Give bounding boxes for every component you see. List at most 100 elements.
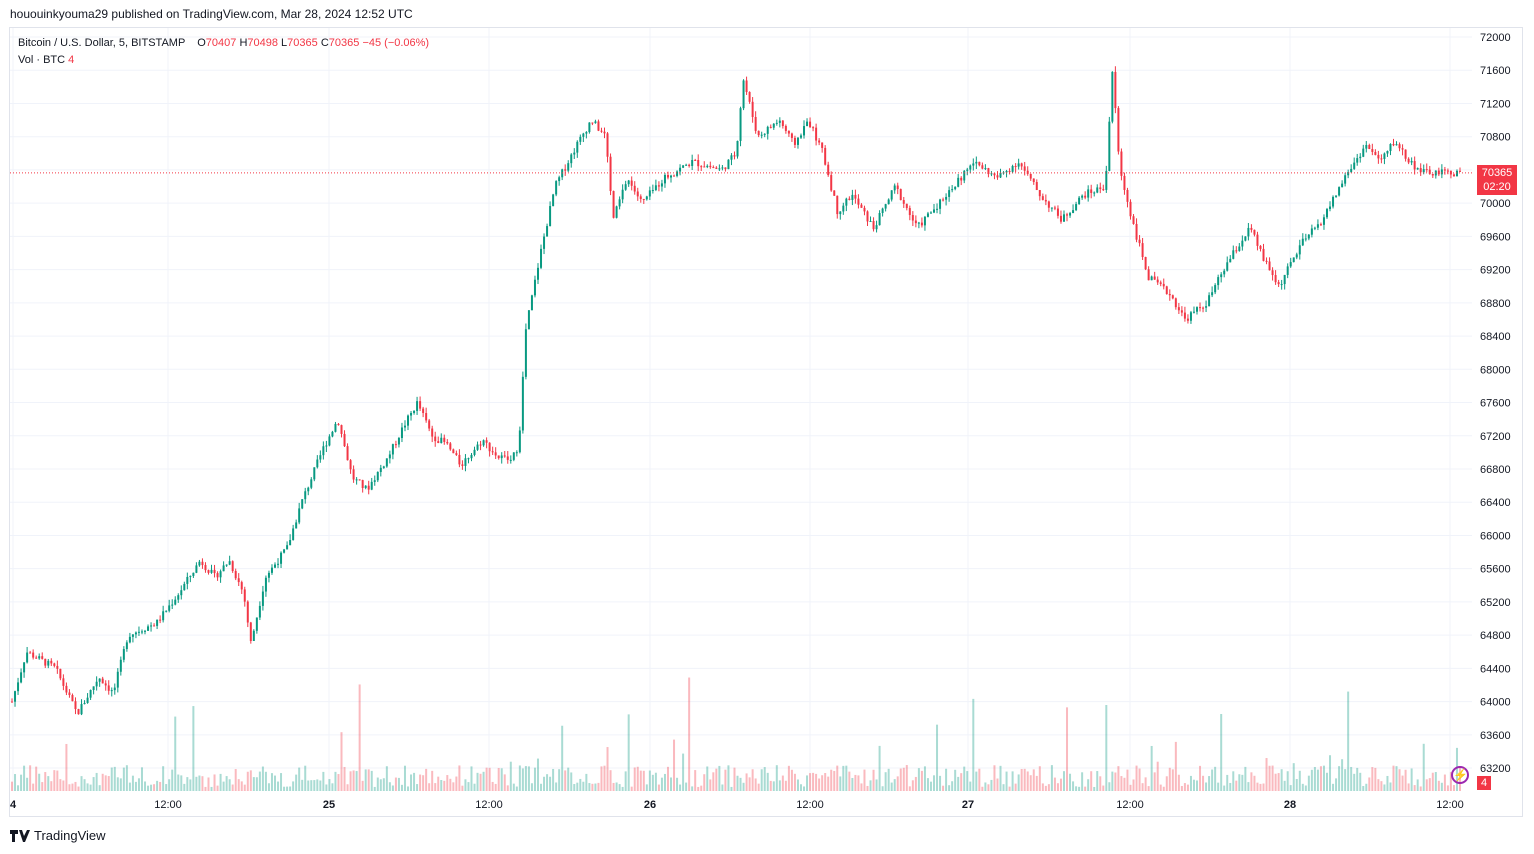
volume-bar [379, 779, 382, 791]
volume-bar [926, 778, 929, 791]
candle-body [449, 443, 452, 450]
volume-bar [691, 786, 694, 791]
candle-body [1459, 170, 1461, 172]
candle-body [68, 692, 71, 696]
volume-bar [1253, 775, 1256, 791]
x-tick-label: 28 [1284, 799, 1296, 811]
candle-body [866, 211, 869, 222]
candle-body [1111, 71, 1114, 122]
candle-body [391, 444, 394, 455]
volume-bar [872, 769, 875, 791]
candle-body [1123, 175, 1126, 190]
candle-body [95, 681, 98, 687]
volume-bar [1274, 773, 1277, 791]
volume-bar [1050, 765, 1053, 791]
volume-bar [1368, 777, 1371, 791]
volume-bar [555, 782, 558, 791]
candle-body [688, 164, 691, 166]
candle-body [790, 133, 793, 138]
volume-bar [267, 783, 270, 791]
x-tick-label: 12:00 [154, 799, 182, 811]
tradingview-brand[interactable]: TradingView [10, 828, 106, 843]
volume-bar [660, 777, 663, 791]
candle-body [621, 189, 624, 200]
volume-bar [887, 768, 890, 791]
volume-bar [1220, 714, 1223, 791]
candle-body [1017, 163, 1020, 167]
candle-body [660, 183, 663, 187]
candle-body [1259, 245, 1262, 249]
volume-bar [1120, 776, 1123, 791]
candle-body [733, 155, 736, 157]
candle-body [527, 310, 530, 330]
volume-bar [860, 783, 863, 791]
volume-bar [1443, 774, 1446, 791]
volume-bar [799, 784, 802, 791]
candle-body [237, 578, 240, 583]
volume-bar [195, 776, 198, 791]
volume-bar [1446, 785, 1449, 791]
candle-body [246, 601, 249, 623]
candle-body [799, 135, 802, 138]
volume-bar [1434, 772, 1437, 791]
candle-body [1053, 207, 1056, 209]
volume-bar [1371, 767, 1374, 791]
volume-bar [252, 777, 255, 791]
volume-bar [159, 781, 162, 791]
volume-bar [35, 766, 38, 791]
volume-bar [455, 776, 458, 791]
candle-body [636, 191, 639, 197]
candle-body [425, 413, 428, 421]
candle-body [651, 190, 654, 192]
candle-body [382, 466, 385, 468]
volume-bar [1268, 765, 1271, 791]
volume-bar [1232, 771, 1235, 791]
volume-bar [1180, 785, 1183, 791]
volume-bar [304, 765, 307, 791]
candle-body [1120, 151, 1123, 176]
candle-body [1162, 283, 1165, 287]
volume-bar [890, 782, 893, 791]
volume-bar [68, 784, 71, 791]
volume-bar [144, 781, 147, 791]
candle-body [558, 177, 561, 182]
volume-bar [116, 777, 119, 791]
candle-body [104, 683, 107, 686]
volume-bar [700, 785, 703, 791]
volume-bar [443, 780, 446, 791]
y-tick-label: 71600 [1480, 65, 1511, 77]
volume-bar [71, 783, 74, 791]
volume-bar [552, 768, 555, 791]
candle-body [1214, 285, 1217, 293]
chart-frame[interactable] [9, 27, 1523, 817]
volume-bar [621, 786, 624, 791]
candle-body [62, 678, 65, 686]
volume-bar [1008, 786, 1011, 791]
volume-bar [1174, 741, 1177, 791]
volume-bar [364, 769, 367, 791]
x-tick-label: 27 [962, 799, 974, 811]
lightning-icon[interactable]: ⚡ [1451, 766, 1469, 784]
candle-body [812, 127, 815, 129]
candle-body [1431, 173, 1434, 176]
volume-bar [543, 776, 546, 791]
volume-bar [1029, 775, 1032, 791]
volume-bar [942, 785, 945, 791]
candle-body [869, 221, 872, 223]
candle-body [1090, 189, 1093, 193]
volume-bar [806, 775, 809, 791]
candle-body [322, 446, 325, 456]
volume-bar [17, 785, 20, 791]
volume-bar [793, 773, 796, 791]
volume-bar [1126, 769, 1129, 791]
candle-body [914, 220, 917, 224]
candle-body [231, 561, 234, 572]
candle-body [86, 697, 89, 703]
candle-body [1350, 168, 1353, 173]
candle-body [304, 491, 307, 500]
volume-bar [790, 769, 793, 791]
volume-bar [751, 769, 754, 791]
candle-body [754, 116, 757, 131]
y-tick-label: 63600 [1480, 730, 1511, 742]
